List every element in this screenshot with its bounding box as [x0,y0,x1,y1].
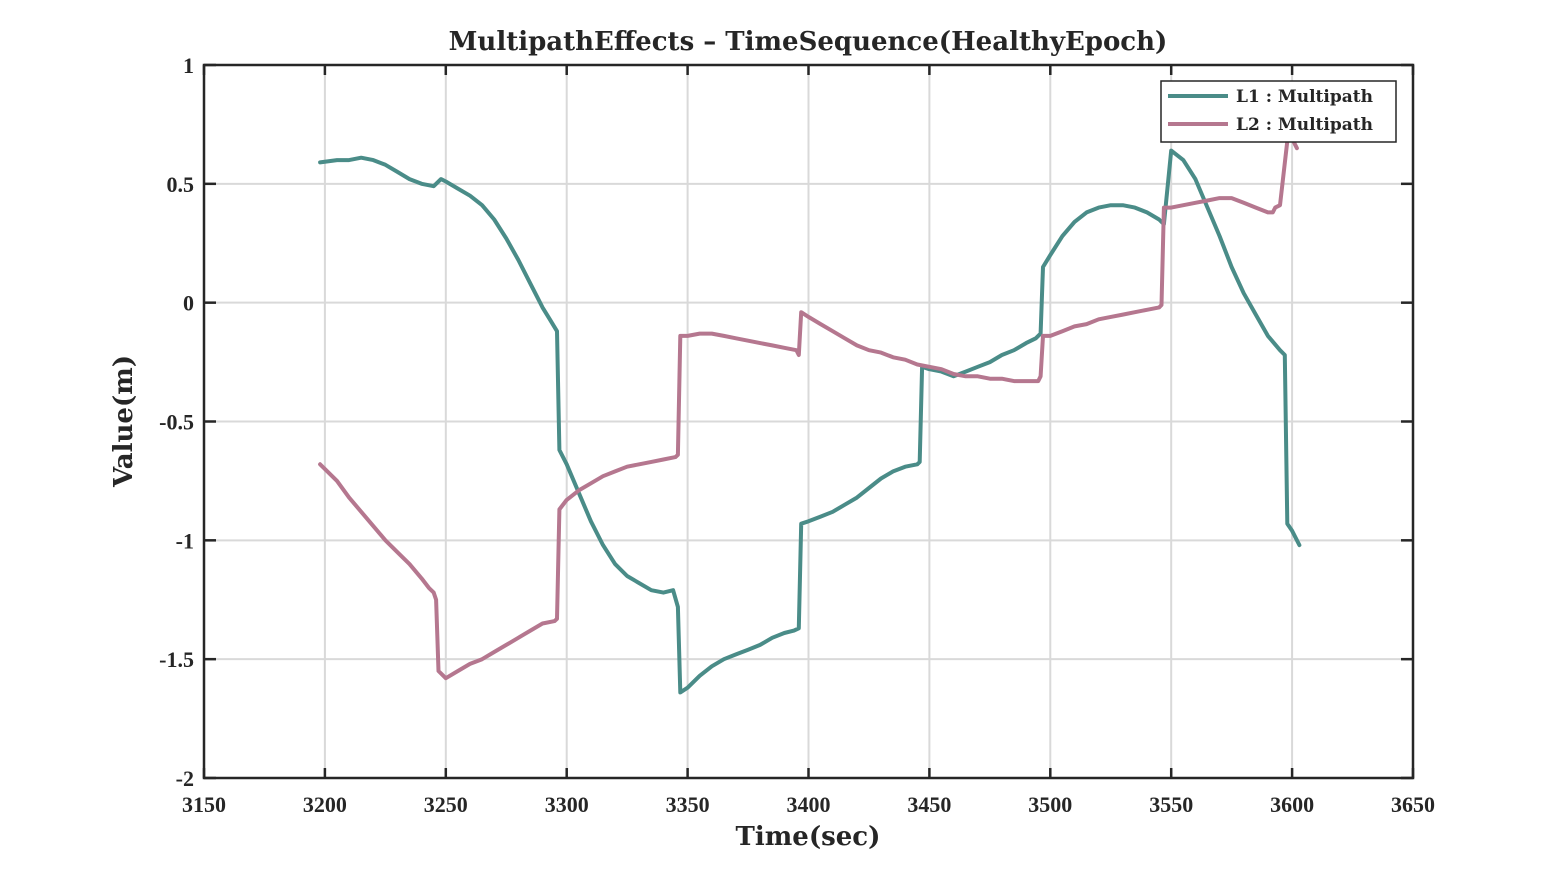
x-tick-labels: 3150 3200 3250 3300 3350 3400 3450 3500 3550 3600… [182,792,1435,817]
ticks [202,63,1415,780]
y-axis-label: Value(m) [109,355,139,488]
legend-label-l2: L2 : Multipath [1236,115,1373,135]
x-tick-label: 3450 [907,792,951,817]
series-line-l2 [318,136,1299,681]
y-tick-label: 0.5 [167,172,195,197]
x-tick-label: 3400 [787,792,831,817]
series-layer [318,136,1302,695]
x-tick-label: 3500 [1028,792,1072,817]
x-tick-label: 3650 [1391,792,1435,817]
y-tick-labels: 1 0.5 0 -0.5 -1 -1.5 -2 [159,53,194,791]
legend-box [1160,80,1397,143]
legend: L1 : Multipath L2 : Multipath [1160,80,1397,143]
x-tick-label: 3600 [1270,792,1314,817]
legend-label-l1: L1 : Multipath [1236,87,1373,107]
y-tick-label: 0 [183,291,194,316]
x-tick-label: 3200 [303,792,347,817]
y-tick-label: -2 [176,766,194,791]
series-line-l1 [318,148,1302,695]
y-tick-label: -0.5 [159,410,194,435]
x-tick-label: 3350 [666,792,710,817]
x-tick-label: 3300 [545,792,589,817]
x-tick-label: 3550 [1149,792,1193,817]
x-tick-label: 3250 [424,792,468,817]
x-tick-label: 3150 [182,792,226,817]
x-axis-label: Time(sec) [736,822,881,852]
y-tick-label: -1.5 [159,647,194,672]
chart-title: MultipathEffects – TimeSequence(HealthyE… [449,27,1168,57]
y-tick-label: -1 [176,528,194,553]
y-tick-label: 1 [183,53,194,78]
